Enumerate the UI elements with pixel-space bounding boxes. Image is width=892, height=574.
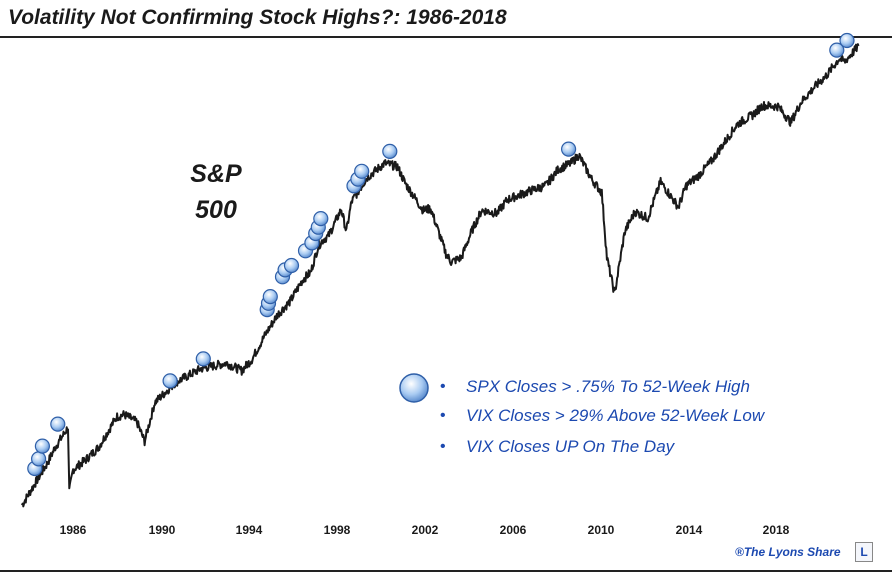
credit-text: ®The Lyons Share <box>735 545 841 559</box>
legend-bullet-1: • <box>440 378 446 395</box>
x-tick-label: 2002 <box>411 523 439 537</box>
signal-marker <box>283 257 300 274</box>
signal-marker <box>313 211 329 227</box>
title-bar: Volatility Not Confirming Stock Highs?: … <box>0 0 892 38</box>
legend-item-2: VIX Closes > 29% Above 52-Week Low <box>466 406 765 425</box>
signal-marker <box>162 373 178 389</box>
legend-item-3: VIX Closes UP On The Day <box>466 437 675 456</box>
signal-marker <box>30 451 47 467</box>
legend-bullet-2: • <box>440 407 446 424</box>
x-tick-label: 1998 <box>323 523 351 537</box>
signal-marker <box>560 141 577 157</box>
series-label-line2: 500 <box>195 196 237 224</box>
legend-bullet-3: • <box>440 438 446 455</box>
logo-icon: L <box>855 542 873 562</box>
legend-item-1: SPX Closes > .75% To 52-Week High <box>466 377 750 396</box>
x-tick-label: 2018 <box>762 523 790 537</box>
x-tick-label: 1986 <box>59 523 87 537</box>
signal-marker <box>50 416 66 432</box>
signal-marker-layer <box>27 32 855 477</box>
signal-marker <box>382 143 398 159</box>
signal-marker <box>839 32 855 49</box>
x-tick-label: 2010 <box>587 523 615 537</box>
legend-marker <box>399 373 429 403</box>
spx-price-line <box>21 43 860 508</box>
x-tick-label: 1990 <box>148 523 176 537</box>
series-label-line1: S&P <box>190 160 242 188</box>
x-tick-label: 1994 <box>235 523 263 537</box>
bottom-rule <box>0 570 892 572</box>
x-tick-label: 2006 <box>499 523 527 537</box>
signal-marker <box>354 163 370 179</box>
spx-line-layer <box>21 43 860 508</box>
signal-marker <box>34 438 51 454</box>
signal-marker <box>829 42 845 58</box>
signal-marker <box>195 351 211 367</box>
signal-marker <box>262 289 278 305</box>
chart-title: Volatility Not Confirming Stock Highs?: … <box>8 6 507 29</box>
x-tick-label: 2014 <box>675 523 703 537</box>
